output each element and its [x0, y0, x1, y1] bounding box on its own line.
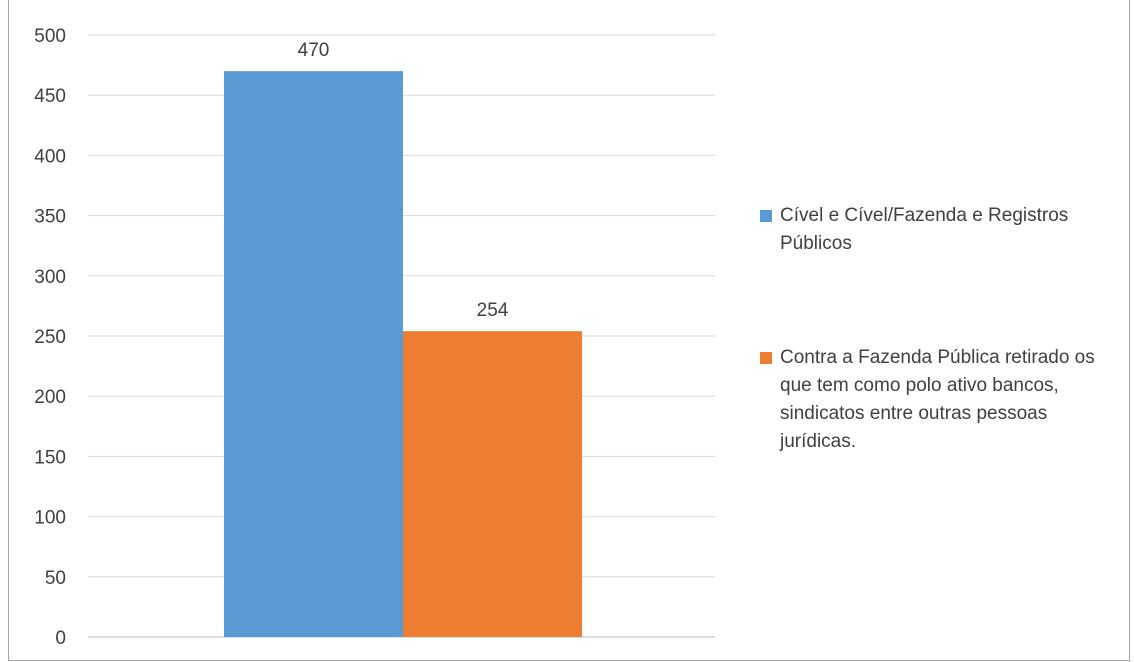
legend-swatch-blue: [760, 210, 772, 222]
legend-label-fazenda: Contra a Fazenda Pública retirado os que…: [780, 347, 1095, 452]
legend-item-fazenda: Contra a Fazenda Pública retirado os que…: [760, 344, 1100, 456]
y-tick-label: 200: [34, 387, 66, 408]
y-tick-label: 0: [55, 628, 66, 649]
y-tick-label: 300: [34, 267, 66, 288]
legend-item-civel: Cível e Cível/Fazenda e Registros Públic…: [760, 202, 1100, 258]
y-tick-label: 150: [34, 447, 66, 468]
y-axis-tick-labels: 0 50 100 150 200 250 300 350 400 450 500: [34, 26, 66, 649]
y-tick-label: 450: [34, 86, 66, 107]
data-label: 470: [298, 40, 330, 61]
y-tick-label: 400: [34, 146, 66, 167]
bar-series-2: [403, 331, 582, 637]
y-tick-label: 350: [34, 207, 66, 228]
y-tick-label: 500: [34, 26, 66, 47]
y-tick-label: 100: [34, 508, 66, 529]
bar-series-1: [224, 71, 403, 638]
data-labels: 470 254: [298, 40, 509, 321]
data-label: 254: [477, 300, 509, 321]
y-tick-label: 50: [45, 568, 66, 589]
legend-label-civel: Cível e Cível/Fazenda e Registros Públic…: [780, 205, 1069, 254]
legend-swatch-orange: [760, 352, 772, 364]
y-tick-label: 250: [34, 327, 66, 348]
bars: [224, 71, 582, 638]
